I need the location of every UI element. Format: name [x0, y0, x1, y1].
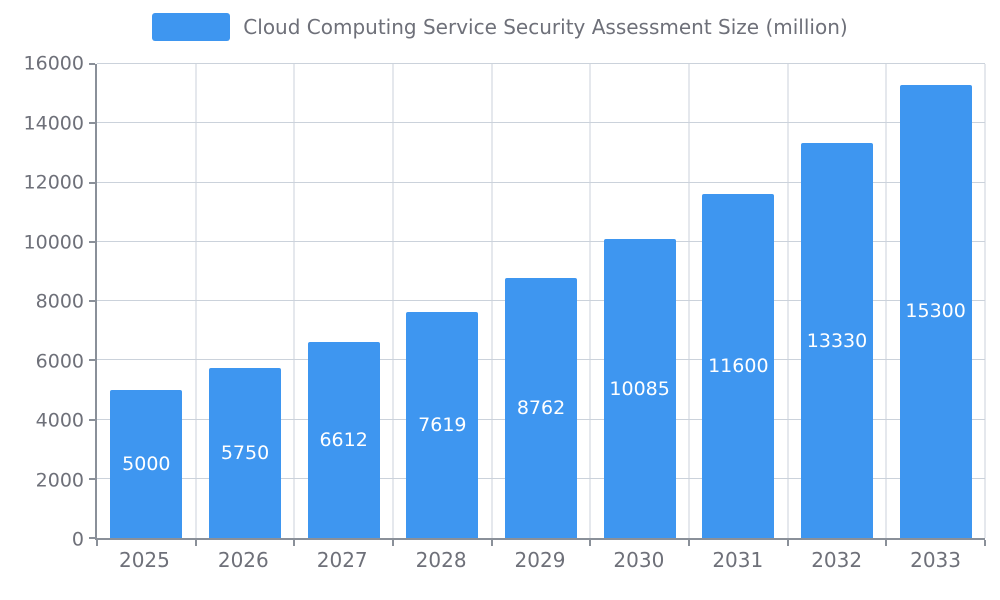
y-tick-label: 6000: [35, 350, 84, 372]
gridline: [688, 64, 690, 538]
x-tick-label-2031: 2031: [712, 548, 764, 572]
bar-value-label: 5750: [220, 441, 270, 464]
gridline: [984, 64, 986, 538]
y-tick-mark: [89, 181, 95, 184]
x-tick-label-2027: 2027: [316, 548, 368, 572]
bar-value-label: 10085: [609, 377, 670, 400]
gridline: [885, 64, 887, 538]
x-tick-mark: [194, 540, 197, 546]
x-tick-mark: [96, 540, 98, 546]
bar-2028: 7619: [406, 312, 479, 538]
gridline: [491, 64, 493, 538]
y-tick-mark: [89, 359, 95, 362]
y-tick-label: 4000: [35, 409, 84, 432]
legend[interactable]: Cloud Computing Service Security Assessm…: [0, 13, 1000, 41]
x-tick-label-2025: 2025: [118, 548, 170, 572]
bar-2026: 5750: [208, 367, 281, 538]
y-axis: 0 2000 4000 6000 8000 10000 12000 14000 16000: [0, 54, 84, 549]
y-tick-label: 16000: [23, 52, 84, 75]
gridline: [97, 63, 985, 64]
gridline: [589, 64, 591, 538]
x-tick-mark: [885, 540, 888, 546]
bar-value-label: 13330: [806, 329, 868, 352]
legend-label: Cloud Computing Service Security Assessm…: [243, 15, 848, 39]
x-tick-mark: [786, 540, 789, 546]
bar-value-label: 7619: [418, 414, 467, 437]
plot-area: 5000 5750 6612 7619 8762 10085 11600 13330 15300: [89, 63, 986, 546]
bar-value-label: 11600: [708, 355, 769, 378]
y-tick-label: 10000: [23, 231, 84, 253]
x-tick-mark: [490, 540, 493, 546]
gridline: [195, 64, 197, 538]
x-tick-label-2028: 2028: [415, 548, 467, 572]
y-tick-label: 12000: [23, 171, 84, 194]
y-tick-mark: [89, 300, 95, 302]
bar-2027: 6612: [307, 342, 380, 538]
gridline: [97, 181, 985, 183]
gridline: [392, 64, 394, 538]
y-tick-mark: [89, 418, 95, 421]
y-tick-mark: [89, 477, 95, 480]
bar-value-label: 6612: [319, 429, 368, 452]
gridline: [293, 64, 295, 538]
bar-2030: 10085: [603, 239, 676, 538]
y-tick-mark: [89, 122, 95, 125]
x-tick-label-2029: 2029: [514, 548, 566, 572]
x-tick-label-2026: 2026: [217, 548, 269, 572]
bar-2025: 5000: [110, 389, 183, 538]
x-tick-mark: [984, 540, 986, 546]
bar-value-label: 15300: [905, 300, 966, 323]
x-tick-mark: [589, 540, 592, 546]
x-tick-label-2033: 2033: [910, 548, 961, 572]
legend-swatch-icon: [152, 13, 231, 41]
bar-value-label: 8762: [516, 397, 566, 420]
x-tick-mark: [293, 540, 296, 546]
bar-2032: 13330: [800, 143, 873, 538]
y-tick-label: 8000: [35, 290, 84, 313]
gridline: [97, 122, 985, 124]
x-tick-label-2032: 2032: [811, 548, 863, 572]
y-tick-mark: [89, 63, 95, 65]
y-tick-mark: [89, 240, 95, 243]
bar-2031: 11600: [702, 194, 775, 538]
bar-2033: 15300: [899, 84, 972, 538]
x-tick-mark: [687, 540, 690, 546]
bar-2029: 8762: [504, 278, 577, 538]
y-tick-label: 2000: [35, 469, 84, 491]
x-tick-mark: [391, 540, 394, 546]
gridline: [97, 240, 985, 242]
x-tick-label-2030: 2030: [613, 548, 665, 572]
y-tick-label: 0: [71, 528, 84, 551]
gridline: [787, 64, 789, 538]
y-tick-mark: [89, 537, 95, 539]
bar-value-label: 5000: [122, 452, 171, 475]
x-axis: 2025 2026 2027 2028 2029 2030 2031 2032 2033: [95, 548, 985, 580]
y-tick-label: 14000: [23, 112, 84, 134]
